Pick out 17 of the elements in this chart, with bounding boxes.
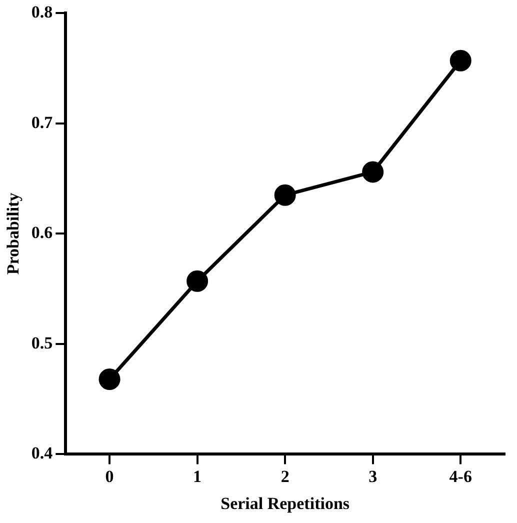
y-tick-label: 0.6 — [31, 223, 53, 242]
x-tick-label: 4-6 — [449, 466, 472, 486]
point — [362, 161, 384, 183]
y-tick-label: 0.7 — [31, 112, 54, 132]
y-tick-label: 0.8 — [31, 2, 53, 22]
x-axis-title: Serial Repetitions — [220, 494, 350, 514]
point — [450, 50, 472, 72]
x-tick-label: 2 — [280, 466, 290, 486]
y-tick-label: 0.4 — [31, 444, 54, 463]
point — [98, 368, 120, 390]
y-tick-label: 0.5 — [31, 333, 53, 352]
x-tick-label: 0 — [105, 466, 114, 486]
x-tick-label: 3 — [368, 466, 378, 486]
x-tick-label: 1 — [193, 466, 202, 486]
point — [186, 270, 208, 292]
point — [274, 184, 296, 206]
y-axis-title: Probability — [4, 192, 23, 275]
